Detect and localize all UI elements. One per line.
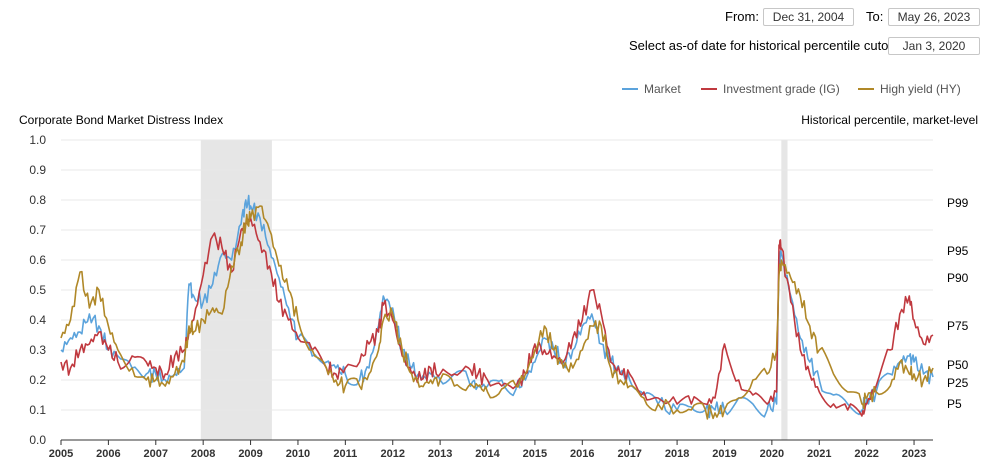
x-tick-label: 2014 bbox=[475, 448, 500, 460]
y-tick-label: 0.7 bbox=[29, 223, 46, 237]
x-tick-label: 2006 bbox=[96, 448, 120, 460]
percentile-label-p95: P95 bbox=[947, 244, 969, 258]
legend-label-market: Market bbox=[644, 82, 681, 96]
x-tick-label: 2012 bbox=[380, 448, 404, 460]
percentile-label-p5: P5 bbox=[947, 397, 962, 411]
asof-label: Select as-of date for historical percent… bbox=[629, 38, 906, 53]
y-tick-label: 0.3 bbox=[29, 343, 46, 357]
y-tick-label: 0.0 bbox=[29, 433, 46, 447]
x-tick-label: 2007 bbox=[144, 448, 168, 460]
x-tick-label: 2020 bbox=[760, 448, 784, 460]
x-tick-label: 2009 bbox=[238, 448, 262, 460]
legend-label-ig: Investment grade (IG) bbox=[723, 82, 840, 96]
x-tick-label: 2010 bbox=[286, 448, 310, 460]
asof-date-input[interactable] bbox=[888, 37, 980, 55]
legend-swatch-ig bbox=[701, 88, 717, 90]
x-tick-label: 2011 bbox=[333, 448, 357, 460]
legend-label-hy: High yield (HY) bbox=[880, 82, 961, 96]
legend-swatch-market bbox=[622, 88, 638, 90]
right-axis-title: Historical percentile, market-level bbox=[801, 113, 978, 127]
y-tick-label: 0.5 bbox=[29, 283, 46, 297]
legend-item-ig[interactable]: Investment grade (IG) bbox=[701, 82, 840, 96]
x-tick-label: 2005 bbox=[49, 448, 73, 460]
to-label: To: bbox=[866, 9, 884, 24]
x-tick-label: 2016 bbox=[570, 448, 594, 460]
percentile-label-p75: P75 bbox=[947, 319, 969, 333]
x-tick-label: 2021 bbox=[807, 448, 831, 460]
percentile-label-p99: P99 bbox=[947, 196, 969, 210]
x-tick-label: 2018 bbox=[665, 448, 689, 460]
y-tick-label: 1.0 bbox=[29, 133, 46, 147]
legend-swatch-hy bbox=[858, 88, 874, 90]
legend-item-market[interactable]: Market bbox=[622, 82, 681, 96]
percentile-label-p25: P25 bbox=[947, 376, 969, 390]
chart-title: Corporate Bond Market Distress Index bbox=[19, 113, 224, 127]
y-tick-label: 0.8 bbox=[29, 193, 46, 207]
x-tick-label: 2022 bbox=[854, 448, 878, 460]
x-tick-label: 2019 bbox=[712, 448, 736, 460]
y-tick-label: 0.9 bbox=[29, 163, 46, 177]
from-label: From: bbox=[725, 9, 759, 24]
y-tick-label: 0.2 bbox=[29, 373, 46, 387]
x-tick-label: 2015 bbox=[523, 448, 547, 460]
series-line-hy bbox=[60, 205, 934, 420]
to-date-input[interactable] bbox=[888, 8, 980, 26]
percentile-label-p90: P90 bbox=[947, 271, 969, 285]
x-tick-label: 2017 bbox=[617, 448, 641, 460]
x-tick-label: 2008 bbox=[191, 448, 215, 460]
x-tick-label: 2013 bbox=[428, 448, 452, 460]
y-tick-label: 0.1 bbox=[29, 403, 46, 417]
legend-item-hy[interactable]: High yield (HY) bbox=[858, 82, 961, 96]
x-tick-label: 2023 bbox=[902, 448, 926, 460]
from-date-input[interactable] bbox=[763, 8, 854, 26]
y-tick-label: 0.4 bbox=[29, 313, 46, 327]
y-tick-label: 0.6 bbox=[29, 253, 46, 267]
percentile-label-p50: P50 bbox=[947, 358, 969, 372]
series-line-ig bbox=[60, 217, 934, 417]
